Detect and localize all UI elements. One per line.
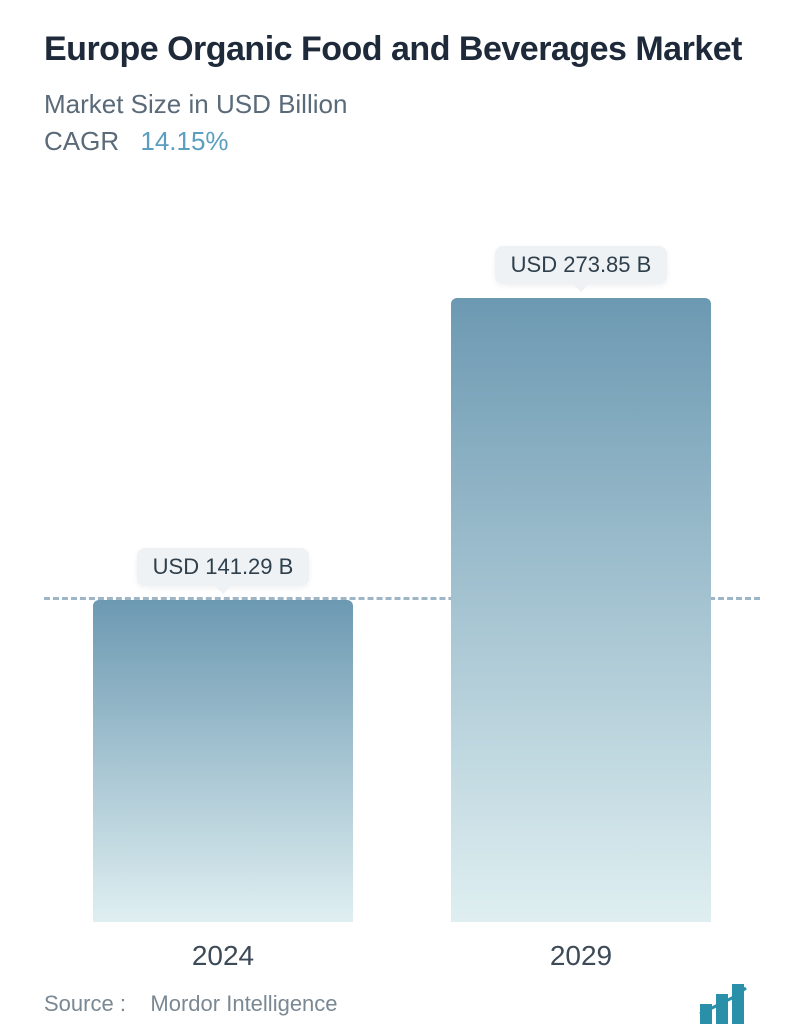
chart-footer: Source : Mordor Intelligence [44, 984, 760, 1024]
brand-logo-icon [698, 984, 760, 1024]
chart-area: USD 141.29 B USD 273.85 B [44, 238, 760, 922]
x-axis-label: 2024 [44, 940, 402, 972]
chart-container: Europe Organic Food and Beverages Market… [0, 0, 796, 1034]
cagr-value: 14.15% [140, 126, 228, 156]
source-label: Source : [44, 991, 126, 1016]
bar-slot: USD 273.85 B [402, 238, 760, 922]
chart-title: Europe Organic Food and Beverages Market [44, 28, 760, 71]
source-text: Source : Mordor Intelligence [44, 991, 338, 1017]
chart-subtitle: Market Size in USD Billion [44, 89, 760, 120]
bar [93, 600, 353, 922]
value-pill: USD 141.29 B [137, 548, 310, 586]
value-pill: USD 273.85 B [495, 246, 668, 284]
x-axis-label: 2029 [402, 940, 760, 972]
bar-slot: USD 141.29 B [44, 238, 402, 922]
cagr-label: CAGR [44, 126, 119, 156]
bar [451, 298, 711, 922]
cagr-row: CAGR 14.15% [44, 126, 760, 157]
x-axis-labels: 20242029 [44, 940, 760, 972]
bars-group: USD 141.29 B USD 273.85 B [44, 238, 760, 922]
source-name: Mordor Intelligence [150, 991, 337, 1016]
